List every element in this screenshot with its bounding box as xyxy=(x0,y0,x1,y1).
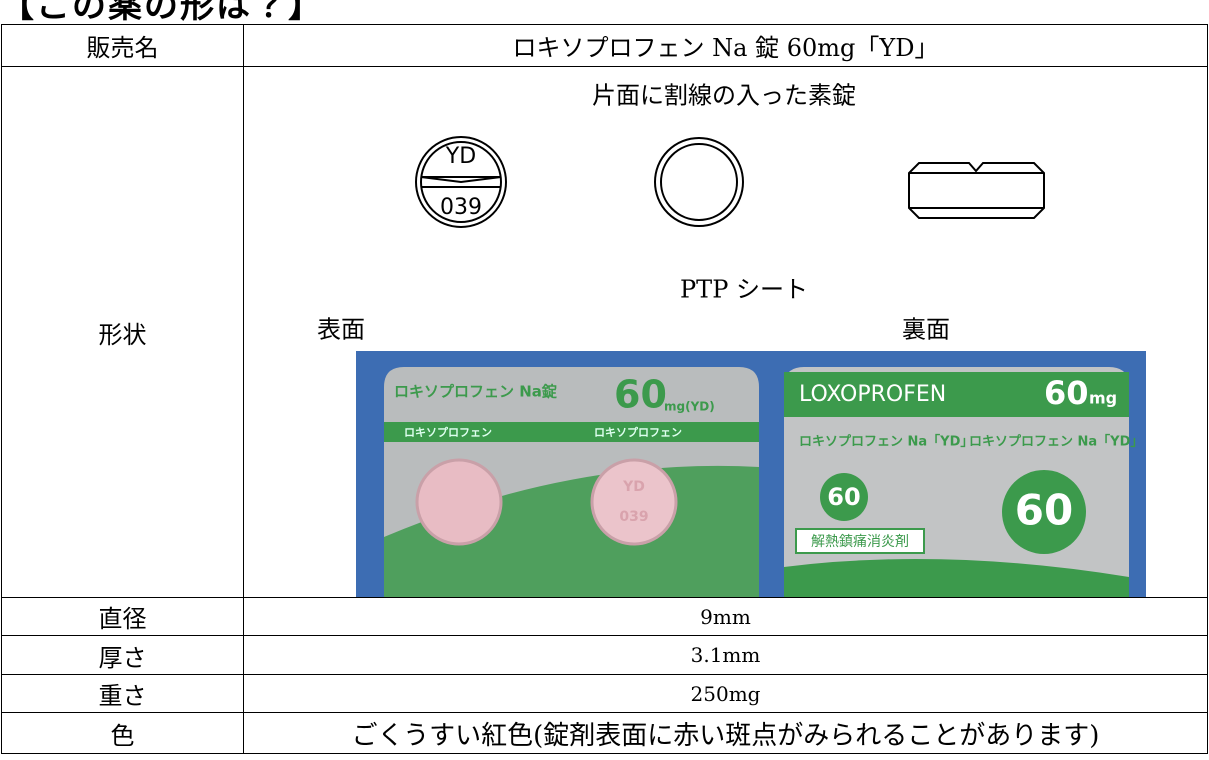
row: 厚さ 3.1mm xyxy=(1,635,1208,675)
tablet-mark: YD xyxy=(445,144,476,169)
drug-table: 販売名 ロキソプロフェン Na 錠 60mg「YD」 形状 片面に割線の入った素錠… xyxy=(1,24,1208,754)
label: 販売名 xyxy=(1,24,244,67)
label: 重さ xyxy=(1,674,244,713)
tablet-mark: 039 xyxy=(440,195,482,220)
label: 形状 xyxy=(1,66,244,598)
row: 色ごくうすい紅色(錠剤表面に赤い斑点がみられることがあります) xyxy=(1,712,1208,754)
label: 直径 xyxy=(1,597,244,636)
photo-text: ロキソプロフェン Na錠 xyxy=(394,383,558,401)
tablet-top xyxy=(415,136,507,228)
description: 片面に割線の入った素錠 xyxy=(592,82,856,110)
tablet-side xyxy=(908,162,1045,219)
photo-text: 60 xyxy=(827,483,860,511)
ptp-label: PTP シート xyxy=(680,276,808,304)
photo-text: mg xyxy=(1089,389,1117,408)
row: 直径 9mm xyxy=(1,597,1208,636)
photo-text: YD xyxy=(622,479,645,495)
row: 形状 片面に割線の入った素錠 YD 039 PTP シート 表面 裏面 ロキソプ… xyxy=(1,66,1208,598)
photo-text: 60 xyxy=(614,373,667,417)
heading: 【この薬の形は？】 xyxy=(0,0,324,26)
photo-text: 解熱鎮痛消炎剤 xyxy=(811,533,909,550)
photo-text: 60 xyxy=(1015,486,1073,535)
front-photo: ロキソプロフェン Na錠 60 mg(YD) ロキソプロフェン ロキソプロフェン… xyxy=(384,367,759,597)
back-photo: LOXOPROFEN 60 mg ロキソプロフェン Na「YD」 ロキソプロフェ… xyxy=(784,367,1143,597)
shape-drawing: 片面に割線の入った素錠 YD 039 PTP シート 表面 裏面 ロキソプロフェ… xyxy=(317,82,1146,597)
value: 250mg xyxy=(243,674,1208,713)
value: 3.1mm xyxy=(243,635,1208,675)
photo-text: mg(YD) xyxy=(664,400,715,414)
value: ごくうすい紅色(錠剤表面に赤い斑点がみられることがあります) xyxy=(243,712,1208,754)
tablet-bottom xyxy=(654,137,744,227)
value: 9mm xyxy=(243,597,1208,636)
photo-text: ロキソプロフェン xyxy=(404,425,492,439)
row: 重さ 250mg xyxy=(1,674,1208,713)
shape-area: 片面に割線の入った素錠 YD 039 PTP シート 表面 裏面 ロキソプロフェ… xyxy=(244,67,1207,597)
value: ロキソプロフェン Na 錠 60mg「YD」 xyxy=(243,24,1208,67)
photo-text: ロキソプロフェン Na「YD」 xyxy=(799,434,973,450)
back-label: 裏面 xyxy=(902,316,950,344)
row: 販売名 ロキソプロフェン Na 錠 60mg「YD」 xyxy=(1,24,1208,67)
photo-text: ロキソプロフェン xyxy=(594,425,682,439)
photo-text: 039 xyxy=(619,509,648,525)
photo-text: LOXOPROFEN xyxy=(799,382,946,407)
front-label: 表面 xyxy=(317,316,365,344)
label: 厚さ xyxy=(1,635,244,675)
label: 色 xyxy=(1,712,244,754)
shape-cell: 片面に割線の入った素錠 YD 039 PTP シート 表面 裏面 ロキソプロフェ… xyxy=(243,66,1208,598)
photo-text: 60 xyxy=(1044,374,1089,412)
photo-text: ロキソプロフェン Na「YD」 xyxy=(969,434,1143,450)
